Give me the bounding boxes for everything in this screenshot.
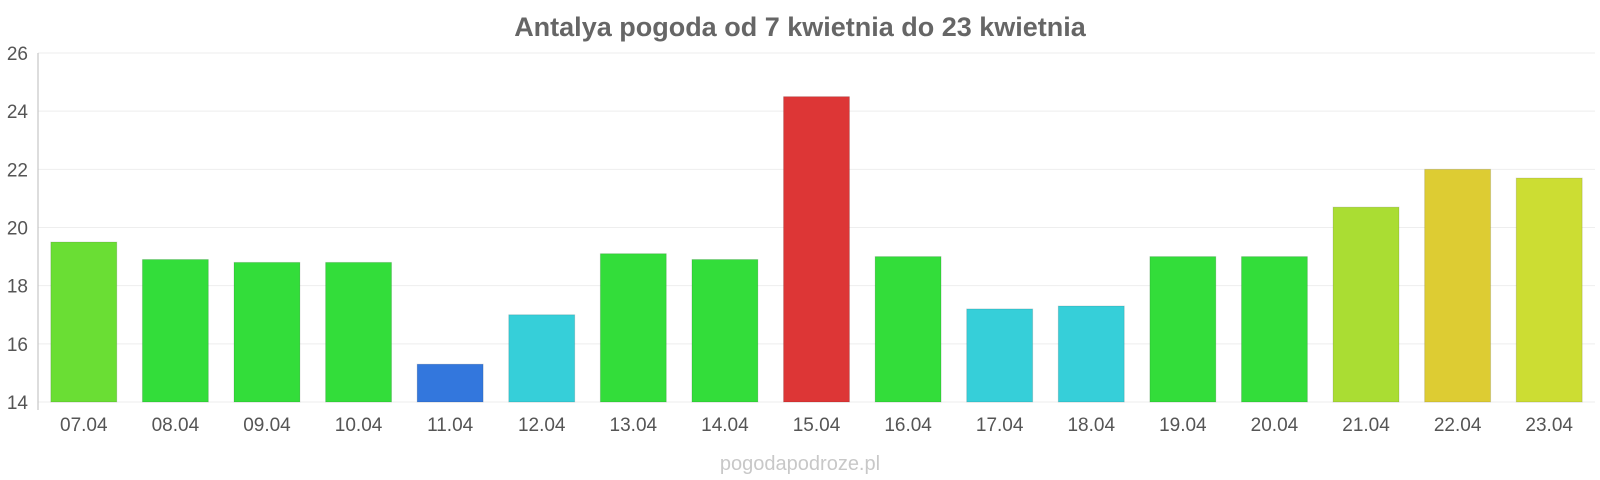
bar — [1240, 256, 1308, 403]
bar — [1149, 256, 1217, 403]
bar — [141, 258, 209, 403]
bar — [599, 253, 667, 403]
x-tick-label: 08.04 — [152, 415, 200, 436]
bar — [1332, 206, 1400, 403]
x-tick-label: 11.04 — [427, 415, 474, 436]
bar — [1057, 305, 1125, 403]
bar — [691, 258, 759, 403]
x-tick-label: 18.04 — [1067, 415, 1115, 436]
x-tick-label: 09.04 — [243, 415, 291, 436]
bar — [1515, 177, 1583, 403]
x-tick-label: 20.04 — [1251, 415, 1299, 436]
x-tick-label: 10.04 — [335, 415, 383, 436]
x-tick-label: 21.04 — [1342, 415, 1390, 436]
bar — [966, 308, 1034, 403]
x-tick-label: 22.04 — [1434, 415, 1482, 436]
chart-title: Antalya pogoda od 7 kwietnia do 23 kwiet… — [514, 12, 1087, 42]
bar — [50, 241, 118, 403]
x-tick-label: 19.04 — [1159, 415, 1207, 436]
x-tick-label: 12.04 — [518, 415, 566, 436]
bars — [50, 96, 1583, 403]
x-axis: 07.04 08.04 09.04 10.04 11.04 12.04 13.04 14.04… — [60, 415, 1573, 436]
bar — [783, 96, 850, 403]
x-tick-label: 15.04 — [793, 415, 841, 436]
x-tick-label: 14.04 — [701, 415, 749, 436]
bar — [1424, 168, 1492, 403]
y-tick-label: 16 — [7, 335, 28, 356]
bar — [508, 314, 576, 403]
x-tick-label: 16.04 — [884, 415, 932, 436]
y-tick-label: 26 — [7, 44, 28, 65]
y-tick-label: 18 — [7, 277, 28, 298]
bar — [325, 261, 393, 403]
x-tick-label: 17.04 — [976, 415, 1024, 436]
bar — [416, 363, 484, 403]
y-tick-label: 22 — [7, 160, 28, 181]
y-axis: 14 16 18 20 22 24 26 — [7, 44, 39, 414]
bar — [233, 261, 301, 403]
bar — [874, 256, 942, 403]
y-tick-label: 20 — [7, 219, 28, 240]
x-tick-label: 07.04 — [60, 415, 108, 436]
y-tick-label: 24 — [7, 102, 29, 123]
x-tick-label: 13.04 — [610, 415, 658, 436]
watermark: pogodapodroze.pl — [720, 453, 880, 475]
y-tick-label: 14 — [7, 393, 29, 414]
x-tick-label: 23.04 — [1525, 415, 1573, 436]
